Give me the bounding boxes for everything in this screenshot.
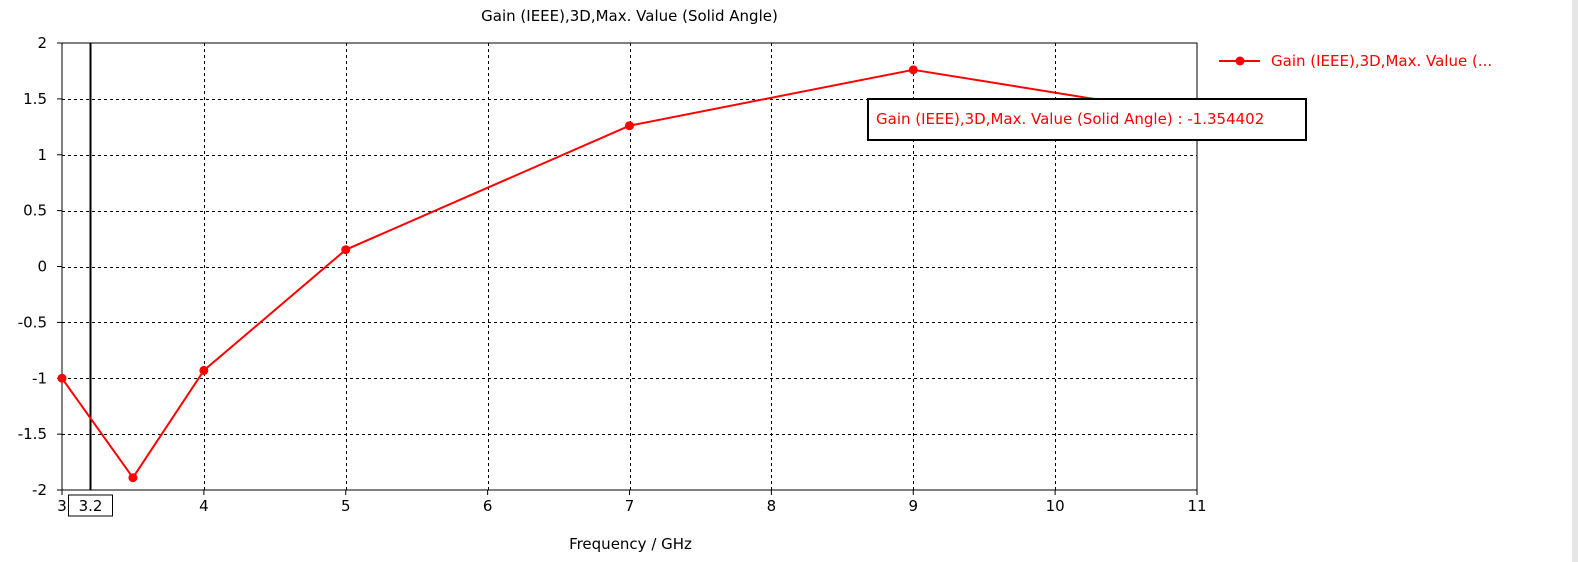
x-tick-label-7: 10 bbox=[1046, 497, 1065, 515]
tooltip-box bbox=[867, 98, 1307, 141]
data-point-0-0[interactable] bbox=[57, 373, 67, 383]
marker-label-box bbox=[68, 494, 113, 517]
y-tick-label-6: -1 bbox=[32, 369, 47, 387]
x-tick-label-5: 8 bbox=[767, 497, 777, 515]
legend: Gain (IEEE),3D,Max. Value (... bbox=[1219, 52, 1492, 70]
axis-ticks: 3 4 5 6 7 8 9 10 11 2 1.5 1 0.5 0 -0.5 -1 -1.5 -2 bbox=[18, 34, 1207, 515]
chart-title: Gain (IEEE),3D,Max. Value (Solid Angle) bbox=[481, 7, 778, 25]
data-point-0-5[interactable] bbox=[908, 65, 918, 75]
legend-marker-0 bbox=[1235, 56, 1245, 66]
x-tick-label-4: 7 bbox=[625, 497, 635, 515]
frequency-marker[interactable]: 3.2 bbox=[68, 43, 113, 517]
y-tick-label-5: -0.5 bbox=[18, 313, 47, 331]
data-point-0-2[interactable] bbox=[199, 365, 209, 375]
series-layer bbox=[57, 65, 1197, 483]
y-tick-label-1: 1.5 bbox=[23, 90, 47, 108]
y-tick-label-4: 0 bbox=[37, 258, 47, 276]
x-tick-label-6: 9 bbox=[908, 497, 918, 515]
y-tick-label-8: -2 bbox=[32, 481, 47, 499]
marker-label: 3.2 bbox=[79, 497, 103, 515]
value-tooltip: Gain (IEEE),3D,Max. Value (Solid Angle) … bbox=[867, 98, 1307, 141]
x-axis-label: Frequency / GHz bbox=[569, 535, 692, 553]
x-tick-label-0: 3 bbox=[57, 497, 67, 515]
y-tick-label-0: 2 bbox=[37, 34, 47, 52]
data-point-0-1[interactable] bbox=[128, 473, 138, 483]
legend-label-0: Gain (IEEE),3D,Max. Value (... bbox=[1271, 52, 1492, 70]
window-right-edge bbox=[1572, 0, 1578, 562]
tooltip-text: Gain (IEEE),3D,Max. Value (Solid Angle) … bbox=[876, 110, 1264, 128]
x-tick-label-2: 5 bbox=[341, 497, 351, 515]
y-tick-label-7: -1.5 bbox=[18, 425, 47, 443]
x-tick-label-3: 6 bbox=[483, 497, 493, 515]
y-tick-label-3: 0.5 bbox=[23, 202, 47, 220]
x-tick-label-1: 4 bbox=[199, 497, 209, 515]
x-tick-label-8: 11 bbox=[1187, 497, 1206, 515]
data-point-0-4[interactable] bbox=[625, 121, 634, 131]
y-tick-label-2: 1 bbox=[37, 146, 47, 164]
data-point-0-3[interactable] bbox=[341, 245, 351, 255]
